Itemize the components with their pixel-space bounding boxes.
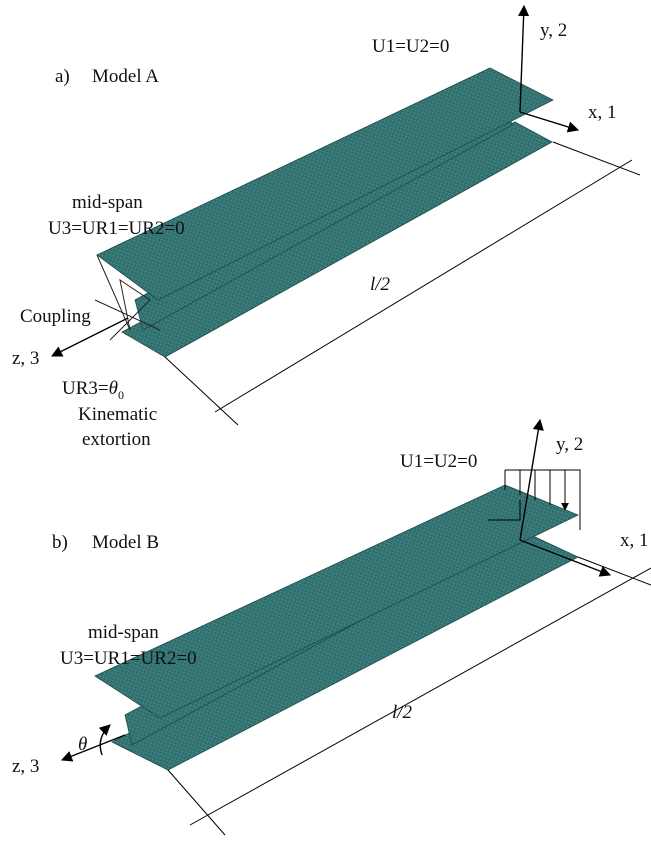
angle-arc: [100, 725, 110, 755]
coupling: Coupling: [20, 306, 91, 327]
label: a): [55, 66, 70, 87]
y-label: y, 2: [540, 20, 567, 41]
rotation: UR3=θ0: [62, 378, 124, 402]
length: l/2: [370, 274, 391, 295]
angle: θ: [78, 734, 87, 755]
label: b): [52, 532, 68, 553]
z-label: z, 3: [12, 348, 39, 369]
model-b: b) Model B U1=U2=0 y, 2 x, 1 mid-span U3…: [12, 420, 651, 835]
rotation-prefix: UR3=: [62, 378, 109, 399]
extension-line: [553, 142, 640, 175]
length: l/2: [392, 702, 413, 723]
rotation-subscript: 0: [118, 388, 124, 402]
extension-line: [165, 357, 238, 425]
x-label: x, 1: [620, 530, 649, 551]
support: U1=U2=0: [400, 451, 477, 472]
extension-line: [168, 770, 225, 835]
support: U1=U2=0: [372, 36, 449, 57]
figure: a) Model A U1=U2=0 y, 2 x, 1 mid-span U3…: [0, 0, 651, 854]
midspan-bc: U3=UR1=UR2=0: [48, 218, 185, 239]
midspan-bc: U3=UR1=UR2=0: [60, 648, 197, 669]
load-line: Kinematic: [78, 404, 157, 425]
load-line: extortion: [82, 429, 151, 450]
x-label: x, 1: [588, 102, 617, 123]
title: Model B: [92, 532, 159, 553]
title: Model A: [92, 66, 159, 87]
midspan: mid-span: [72, 192, 143, 213]
model-a: a) Model A U1=U2=0 y, 2 x, 1 mid-span U3…: [12, 6, 640, 450]
z-label: z, 3: [12, 756, 39, 777]
x-axis: [520, 112, 578, 130]
midspan: mid-span: [88, 622, 159, 643]
rotation-symbol: θ: [109, 378, 118, 399]
z-axis: [62, 735, 125, 760]
y-label: y, 2: [556, 434, 583, 455]
extension-line: [578, 557, 651, 585]
